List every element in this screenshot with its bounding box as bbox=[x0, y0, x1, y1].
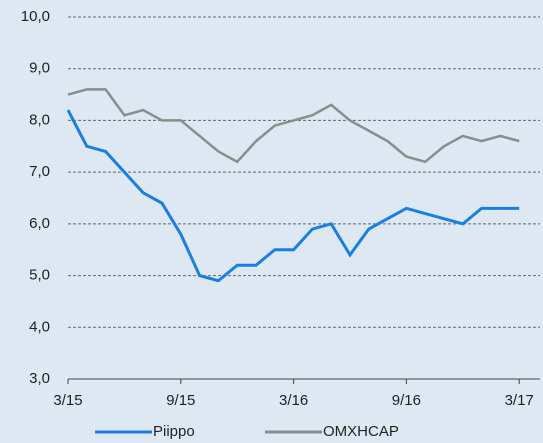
y-tick-label: 5,0 bbox=[29, 267, 50, 284]
y-tick-label: 4,0 bbox=[29, 318, 50, 335]
y-tick-label: 7,0 bbox=[29, 163, 50, 180]
x-tick-label: 9/16 bbox=[392, 392, 421, 409]
y-tick-label: 9,0 bbox=[29, 60, 50, 77]
series-line bbox=[67, 88, 520, 164]
y-tick-label: 8,0 bbox=[29, 111, 50, 128]
x-tick-label: 3/15 bbox=[53, 392, 82, 409]
legend-label: Piippo bbox=[153, 423, 195, 440]
y-tick-label: 3,0 bbox=[29, 370, 50, 387]
x-tick-label: 3/17 bbox=[505, 392, 534, 409]
legend-label: OMXHCAP bbox=[323, 423, 399, 440]
y-tick-label: 10,0 bbox=[21, 8, 50, 25]
series-line bbox=[66, 109, 520, 283]
x-tick-label: 9/15 bbox=[166, 392, 195, 409]
y-tick-label: 6,0 bbox=[29, 215, 50, 232]
x-tick-label: 3/16 bbox=[279, 392, 308, 409]
